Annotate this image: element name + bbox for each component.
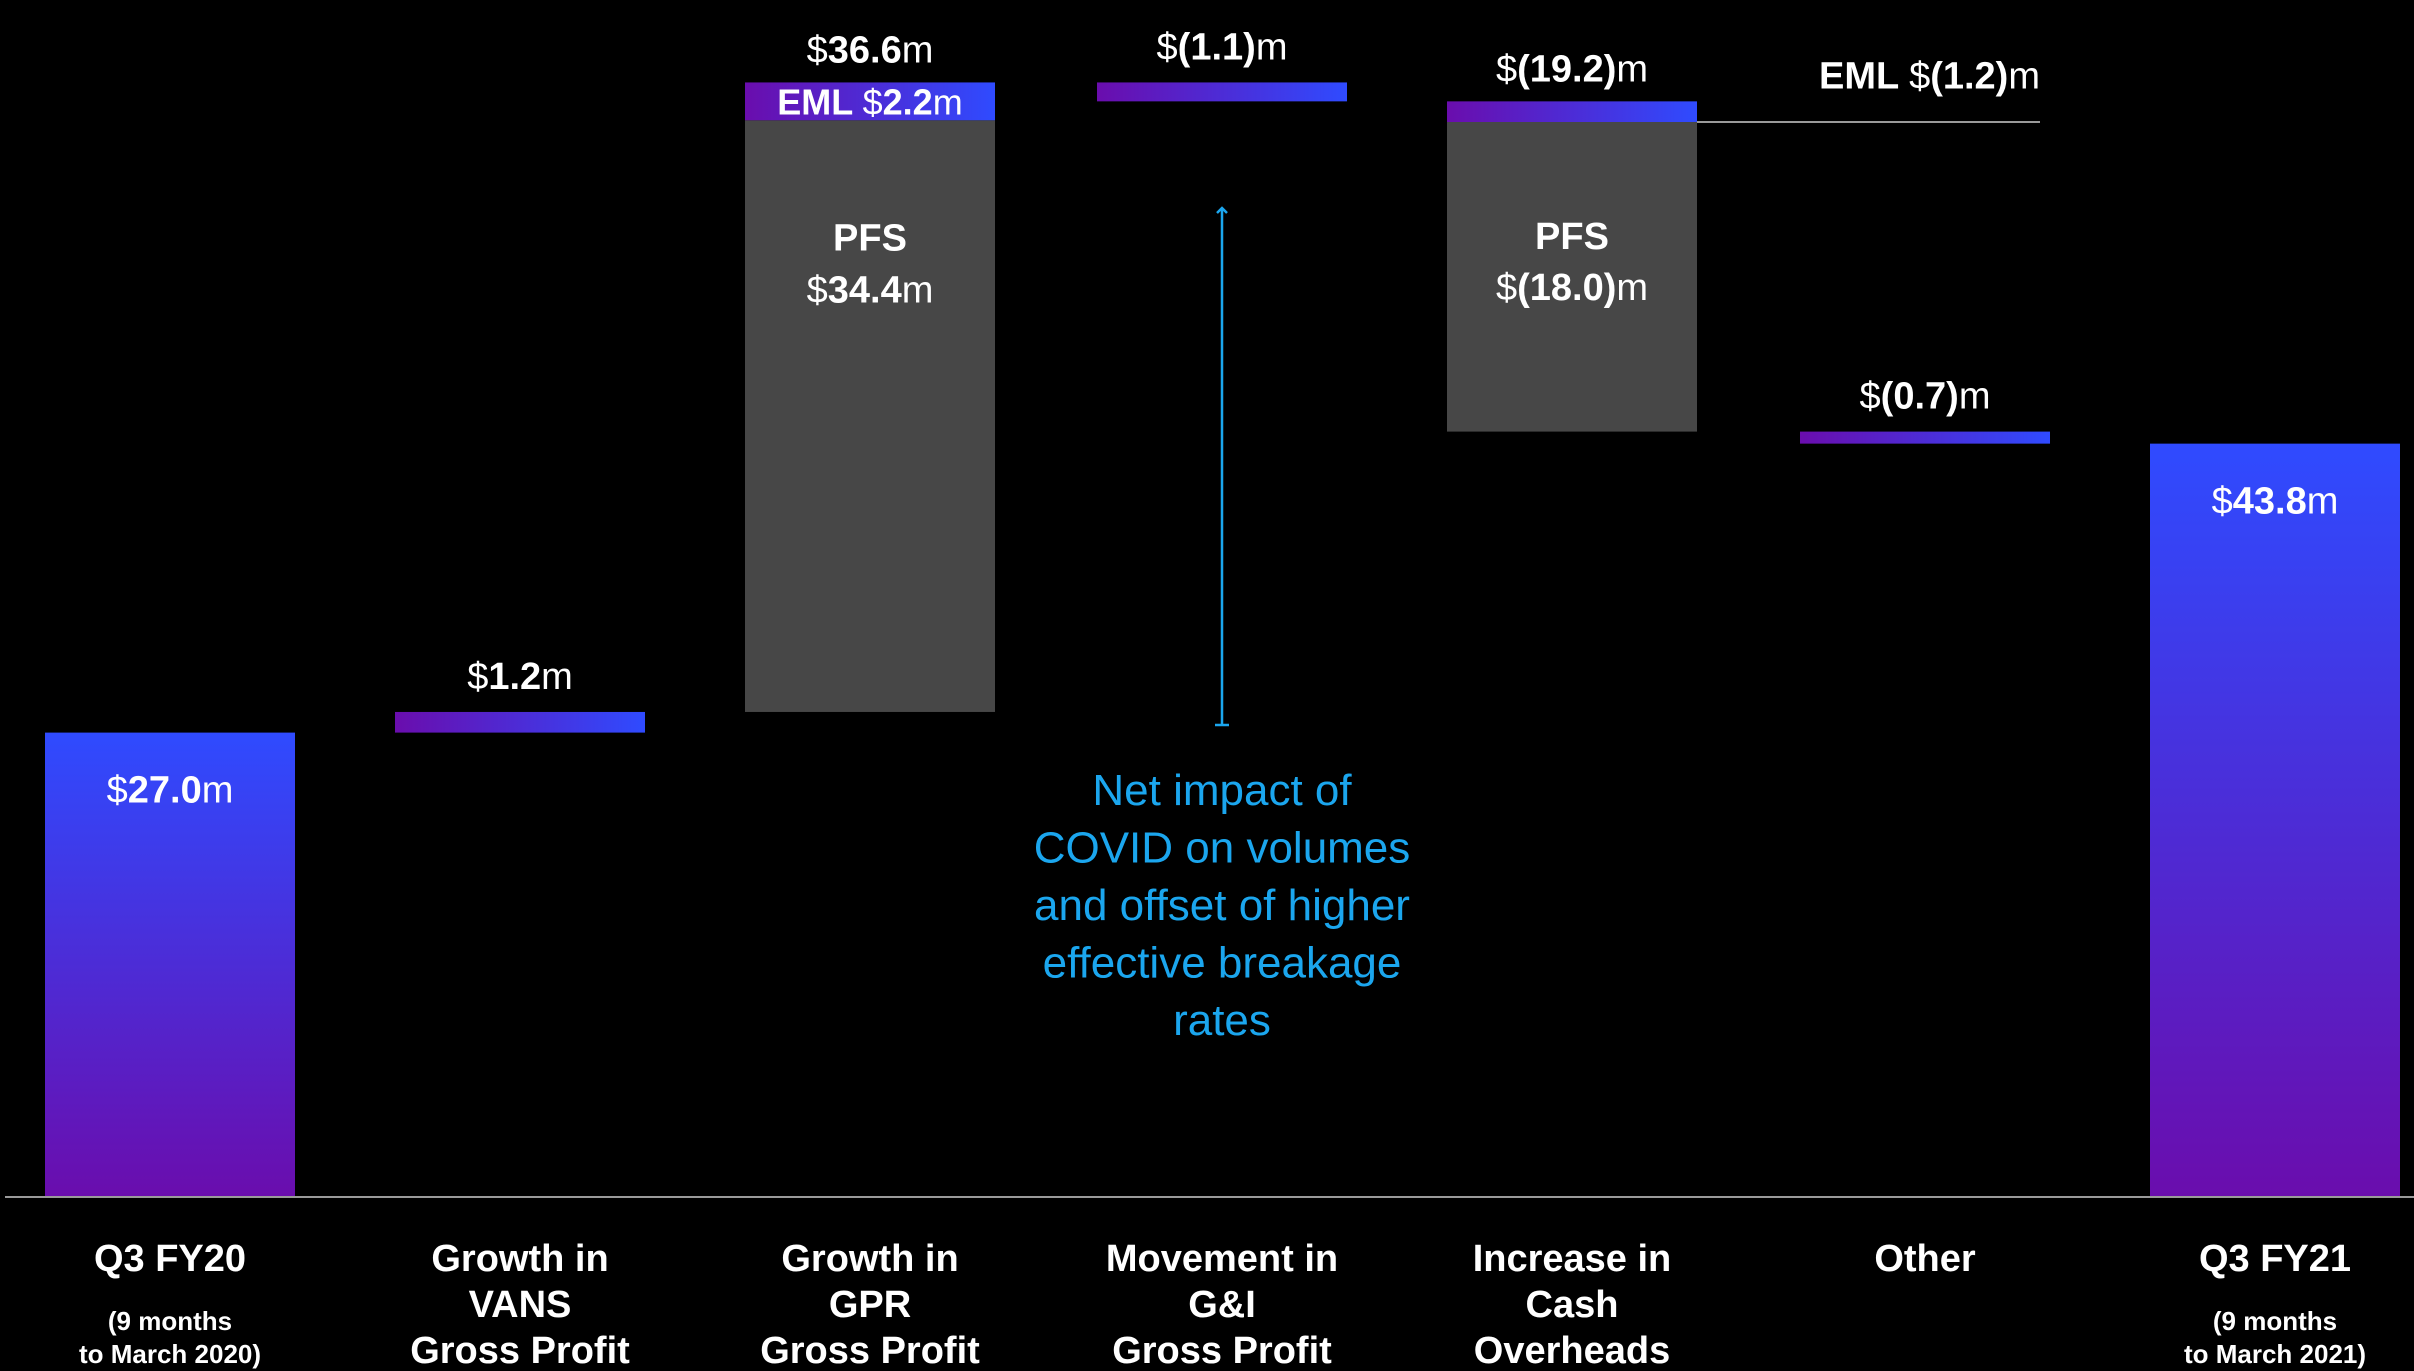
category-sublabel-q3fy20: (9 months — [108, 1306, 232, 1336]
segment-label-pfs-overheads-currency: $ — [1496, 267, 1517, 309]
bar-label-other-number: (0.7) — [1881, 376, 1959, 418]
segment-label-pfs-overheads: $(18.0)m — [1496, 267, 1648, 309]
bar-label-q3fy20-currency: $ — [107, 770, 128, 812]
segment-pfs-gpr — [745, 120, 995, 712]
segment-label-pfs-gpr-currency: $ — [807, 269, 828, 311]
bar-label-q3fy20-number: 27.0 — [128, 770, 202, 812]
category-sublabel-q3fy20: to March 2020) — [79, 1339, 261, 1369]
bar-label-overheads-unit: m — [1616, 48, 1648, 90]
category-label-vans: Growth in — [431, 1238, 608, 1280]
bar-q3fy20 — [45, 732, 295, 1197]
segment-label-pfs-gpr-number: 34.4 — [828, 269, 902, 311]
category-label-q3fy21: Q3 FY21 — [2199, 1238, 2351, 1280]
annotation-line: COVID on volumes — [1034, 824, 1411, 873]
segment-label-eml-overheads-currency: $ — [1909, 55, 1930, 97]
segment-label-eml-overheads: EML $(1.2)m — [1819, 55, 2040, 97]
category-label-vans: VANS — [469, 1284, 572, 1326]
bar-label-q3fy20: $27.0m — [107, 770, 234, 812]
annotation-line: effective breakage — [1043, 939, 1402, 988]
category-label-gpr: Gross Profit — [760, 1330, 980, 1371]
bar-label-gpr: $36.6m — [807, 29, 934, 71]
bar-label-q3fy21-currency: $ — [2212, 481, 2233, 523]
segment-label-pfs-gpr: $34.4m — [807, 269, 934, 311]
bar-label-vans-number: 1.2 — [488, 656, 541, 698]
bar-label-gi-currency: $ — [1157, 26, 1178, 68]
segment-label-pfs-gpr-unit: m — [902, 269, 934, 311]
bar-label-gpr-currency: $ — [807, 29, 828, 71]
segment-label-eml-gpr-currency: $ — [863, 81, 883, 122]
segment-label-eml-gpr-prefix: EML — [777, 81, 862, 122]
segment-label-eml-gpr-unit: m — [933, 81, 963, 122]
segment-eml-overheads — [1447, 101, 1697, 122]
bar-label-vans-currency: $ — [467, 656, 488, 698]
category-label-gi: Movement in — [1106, 1238, 1338, 1280]
annotation-line: and offset of higher — [1034, 881, 1410, 930]
bar-label-gi: $(1.1)m — [1157, 26, 1288, 68]
bar-label-other-unit: m — [1959, 376, 1991, 418]
category-sublabel-q3fy21: (9 months — [2213, 1306, 2337, 1336]
category-label-vans: Gross Profit — [410, 1330, 630, 1371]
category-sublabel-q3fy21: to March 2021) — [2184, 1339, 2366, 1369]
bar-label-vans: $1.2m — [467, 656, 573, 698]
category-label-gi: Gross Profit — [1112, 1330, 1332, 1371]
category-label-overheads: Cash — [1526, 1284, 1619, 1326]
segment-label-eml-overheads-unit: m — [2008, 55, 2040, 97]
segment-label-eml-gpr-number: 2.2 — [883, 81, 933, 122]
bar-label-overheads-currency: $ — [1496, 48, 1517, 90]
bar-label-other: $(0.7)m — [1860, 376, 1991, 418]
bar-label-gi-number: (1.1) — [1178, 26, 1256, 68]
segment-label-pfs-overheads-unit: m — [1616, 267, 1648, 309]
segment-label-eml-gpr: EML $2.2m — [777, 81, 962, 122]
segment-eml-gpr — [745, 82, 995, 121]
bar-label-q3fy21-number: 43.8 — [2233, 481, 2307, 523]
bar-label-q3fy21: $43.8m — [2212, 481, 2339, 523]
category-label-overheads: Overheads — [1474, 1330, 1670, 1371]
bar-label-vans-unit: m — [541, 656, 573, 698]
bar-label-gpr-unit: m — [902, 29, 934, 71]
segment-label-eml-overheads-prefix: EML — [1819, 55, 1909, 97]
bar-label-q3fy20-unit: m — [202, 770, 234, 812]
category-label-other: Other — [1874, 1238, 1976, 1280]
category-label-gpr: GPR — [829, 1284, 911, 1326]
category-label-overheads: Increase in — [1473, 1238, 1672, 1280]
segment-label-pfs-gpr-name: PFS — [833, 217, 907, 259]
bar-label-overheads: $(19.2)m — [1496, 48, 1648, 90]
segment-label-eml-overheads-number: (1.2) — [1930, 55, 2008, 97]
segment-label-pfs-overheads-name: PFS — [1535, 216, 1609, 258]
category-label-q3fy20: Q3 FY20 — [94, 1238, 246, 1280]
annotation-line: rates — [1173, 996, 1271, 1045]
segment-pfs-overheads — [1447, 122, 1697, 432]
bar-label-gi-unit: m — [1256, 26, 1288, 68]
bar-label-overheads-number: (19.2) — [1517, 48, 1616, 90]
bar-other — [1800, 431, 2050, 444]
bar-vans — [395, 711, 645, 733]
bar-label-other-currency: $ — [1860, 376, 1881, 418]
segment-label-pfs-overheads-number: (18.0) — [1517, 267, 1616, 309]
bar-gi — [1097, 82, 1347, 102]
bar-label-q3fy21-unit: m — [2307, 481, 2339, 523]
category-label-gi: G&I — [1188, 1284, 1256, 1326]
category-label-gpr: Growth in — [781, 1238, 958, 1280]
bar-q3fy21 — [2150, 443, 2400, 1197]
bar-label-gpr-number: 36.6 — [828, 29, 902, 71]
annotation-line: Net impact of — [1092, 766, 1352, 815]
